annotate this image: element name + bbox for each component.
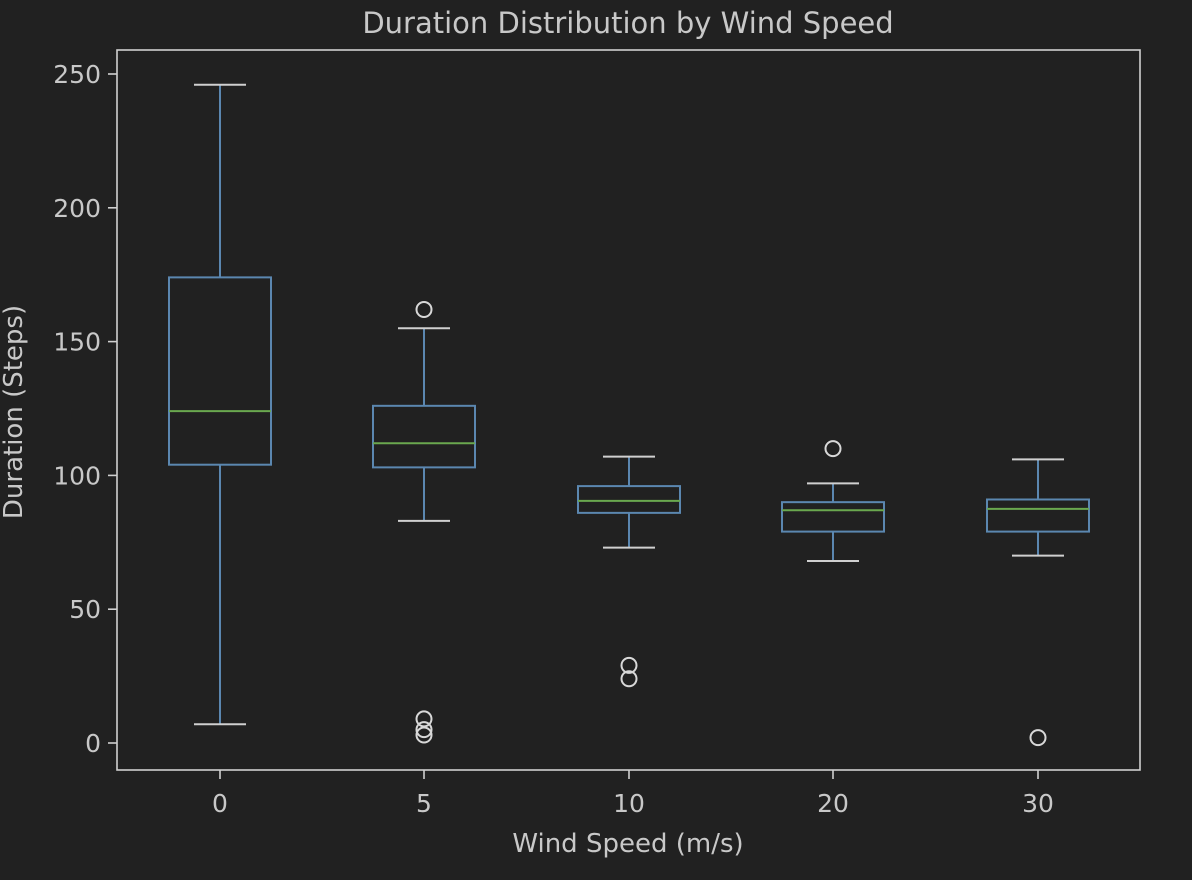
y-tick-label: 0: [85, 729, 101, 758]
box-group: [372, 300, 476, 744]
x-tick-label: 20: [817, 789, 849, 818]
y-axis-label: Duration (Steps): [0, 305, 29, 519]
outlier-point: [415, 710, 433, 728]
box: [577, 485, 681, 514]
box: [372, 404, 476, 469]
x-tick-label: 0: [212, 789, 228, 818]
box-group: [577, 455, 681, 688]
y-tick-label: 250: [53, 60, 101, 89]
y-tick-label: 200: [53, 194, 101, 223]
y-axis: 0 50 100 150 200 250: [53, 60, 117, 758]
outlier-point: [415, 721, 433, 739]
x-axis: 0 5 10 20 30: [212, 770, 1054, 818]
outlier-point: [824, 440, 842, 458]
x-tick-label: 10: [613, 789, 645, 818]
box-group: [986, 458, 1090, 747]
box-group: [781, 440, 885, 563]
y-tick-label: 50: [69, 595, 101, 624]
outlier-point: [620, 670, 638, 688]
plot-area: [168, 83, 1090, 747]
box: [986, 498, 1090, 533]
y-tick-label: 100: [53, 461, 101, 490]
chart-title: Duration Distribution by Wind Speed: [362, 6, 893, 40]
box: [781, 501, 885, 533]
outlier-point: [415, 300, 433, 318]
box-group: [168, 83, 272, 726]
outlier-point: [1029, 729, 1047, 747]
x-tick-label: 5: [416, 789, 432, 818]
x-tick-label: 30: [1022, 789, 1054, 818]
outlier-point: [415, 726, 433, 744]
y-tick-label: 150: [53, 328, 101, 357]
outlier-point: [620, 656, 638, 674]
box: [168, 276, 272, 466]
x-axis-label: Wind Speed (m/s): [512, 829, 743, 859]
